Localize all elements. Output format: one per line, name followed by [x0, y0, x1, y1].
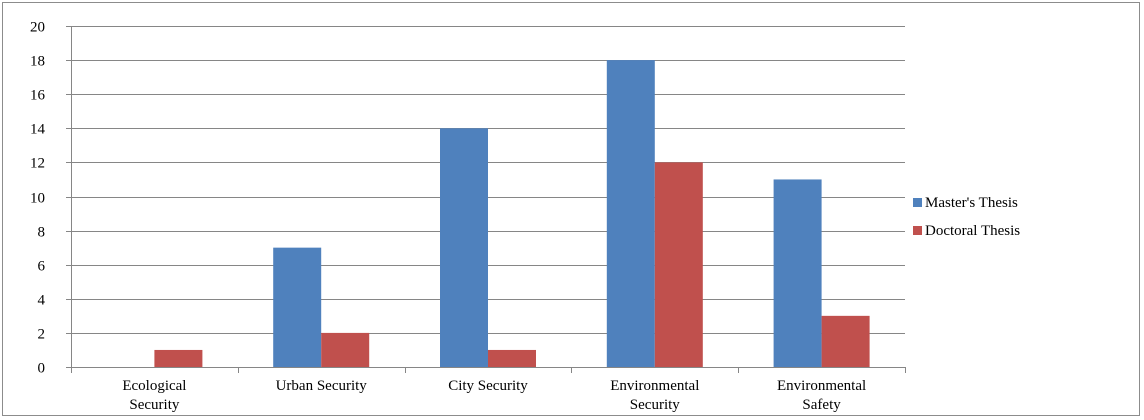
- x-category-label: Security: [630, 397, 680, 413]
- y-tick-label: 12: [30, 156, 45, 172]
- y-tick-label: 16: [30, 88, 46, 104]
- x-category-label: Safety: [802, 397, 841, 413]
- legend-label: Master's Thesis: [925, 195, 1018, 211]
- y-tick-label: 18: [30, 54, 45, 70]
- y-tick-label: 0: [38, 361, 46, 377]
- legend-swatch: [913, 226, 922, 235]
- y-tick-label: 6: [38, 259, 46, 275]
- y-tick-label: 10: [30, 191, 45, 207]
- x-category-label: Ecological: [122, 378, 186, 394]
- bar-doctoral: [821, 315, 870, 367]
- x-category-labels: Ecological Security Urban Security City Sec…: [122, 378, 866, 413]
- x-category-label: Environmental: [777, 378, 866, 394]
- y-tick-label: 2: [38, 327, 46, 343]
- y-tick-label: 8: [38, 225, 46, 241]
- bars: [154, 60, 870, 367]
- y-tick-label: 14: [30, 122, 46, 138]
- x-category-label: Urban Security: [276, 378, 368, 394]
- y-tick-label: 20: [30, 20, 45, 36]
- bar-masters: [606, 60, 655, 367]
- x-category-label: City Security: [448, 378, 528, 394]
- x-category-label: Security: [129, 397, 179, 413]
- bar-doctoral: [321, 332, 370, 367]
- axes: [66, 26, 906, 373]
- y-tick-label: 4: [38, 293, 46, 309]
- bar-doctoral: [488, 349, 536, 367]
- bar-masters: [273, 247, 322, 367]
- gridlines: [71, 26, 905, 334]
- legend: Master's Thesis Doctoral Thesis: [913, 195, 1020, 239]
- bar-doctoral: [654, 162, 703, 367]
- y-tick-labels: 0 2 4 6 8 10 12 14 16 18 20: [30, 20, 46, 377]
- legend-swatch: [913, 198, 922, 207]
- bar-masters: [773, 179, 822, 367]
- legend-label: Doctoral Thesis: [925, 223, 1020, 239]
- bar-masters: [440, 128, 488, 367]
- bar-doctoral: [154, 349, 203, 367]
- x-category-label: Environmental: [610, 378, 699, 394]
